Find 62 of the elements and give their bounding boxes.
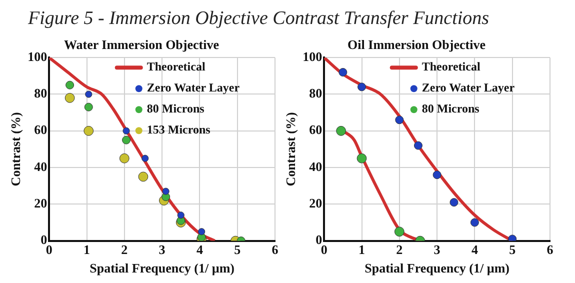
y-tick-label: 60	[309, 122, 322, 138]
x-tick-label: 1	[84, 242, 90, 257]
x-tick-label: 2	[396, 242, 403, 257]
x-tick-label: 1	[358, 242, 365, 257]
point	[508, 234, 517, 241]
point	[138, 172, 148, 182]
legend-label: 153 Microns	[146, 122, 211, 137]
point	[358, 82, 366, 92]
y-axis-title: Contrast (%)	[283, 112, 298, 186]
x-axis-title: Spatial Frequency (1/ µm)	[364, 260, 510, 276]
point	[122, 127, 130, 134]
x-tick-label: 4	[471, 242, 478, 257]
y-axis-title: Contrast (%)	[8, 112, 24, 186]
x-tick-label: 3	[158, 242, 166, 257]
x-tick-label: 5	[509, 242, 516, 257]
caption: Figure 5 - Immersion Objective Contrast Transfer Functions	[27, 8, 490, 30]
y-tick-label: 100	[28, 48, 48, 64]
legend-label: Zero Water Layer	[422, 80, 516, 95]
y-tick-label: 100	[302, 48, 322, 64]
legend-label: 80 Microns	[422, 102, 480, 116]
point	[177, 212, 184, 219]
point	[470, 218, 479, 227]
x-tick-label: 6	[272, 242, 279, 257]
point	[198, 228, 206, 236]
legend-label: Theoretical	[146, 60, 206, 74]
point	[142, 154, 149, 162]
x-tick-label: 2	[121, 242, 128, 257]
chart-title: Water Immersion Objective	[64, 37, 220, 52]
x-tick-label: 4	[196, 242, 204, 257]
legend-label: 80 Microns	[146, 102, 205, 116]
point	[84, 126, 94, 136]
point	[356, 153, 367, 164]
point	[336, 126, 346, 136]
point	[338, 68, 348, 77]
point	[414, 141, 422, 150]
x-tick-label: 3	[434, 242, 441, 257]
point	[395, 116, 404, 124]
y-tick-label: 0	[316, 232, 322, 248]
point	[66, 80, 74, 90]
point	[122, 136, 131, 144]
y-tick-label: 80	[309, 86, 322, 101]
point	[84, 102, 93, 112]
y-tick-label: 60	[34, 122, 48, 138]
point	[85, 90, 92, 98]
y-tick-label: 80	[34, 86, 48, 101]
point	[119, 153, 130, 164]
point	[162, 188, 170, 195]
point	[450, 198, 458, 207]
y-tick-label: 20	[309, 196, 322, 211]
point	[394, 226, 404, 237]
legend-label: Zero Water Layer	[146, 80, 240, 95]
y-tick-label: 20	[34, 196, 48, 211]
y-tick-label: 40	[34, 158, 48, 174]
y-tick-label: 0	[40, 232, 48, 248]
y-tick-label: 40	[309, 158, 322, 174]
x-tick-label: 5	[234, 242, 242, 257]
x-tick-label: 6	[546, 242, 554, 257]
legend-label: Theoretical	[422, 60, 481, 74]
point	[432, 170, 442, 180]
point	[64, 92, 75, 103]
x-axis-title: Spatial Frequency (1/ µm)	[90, 260, 234, 276]
chart-title: Oil Immersion Objective	[348, 37, 486, 52]
